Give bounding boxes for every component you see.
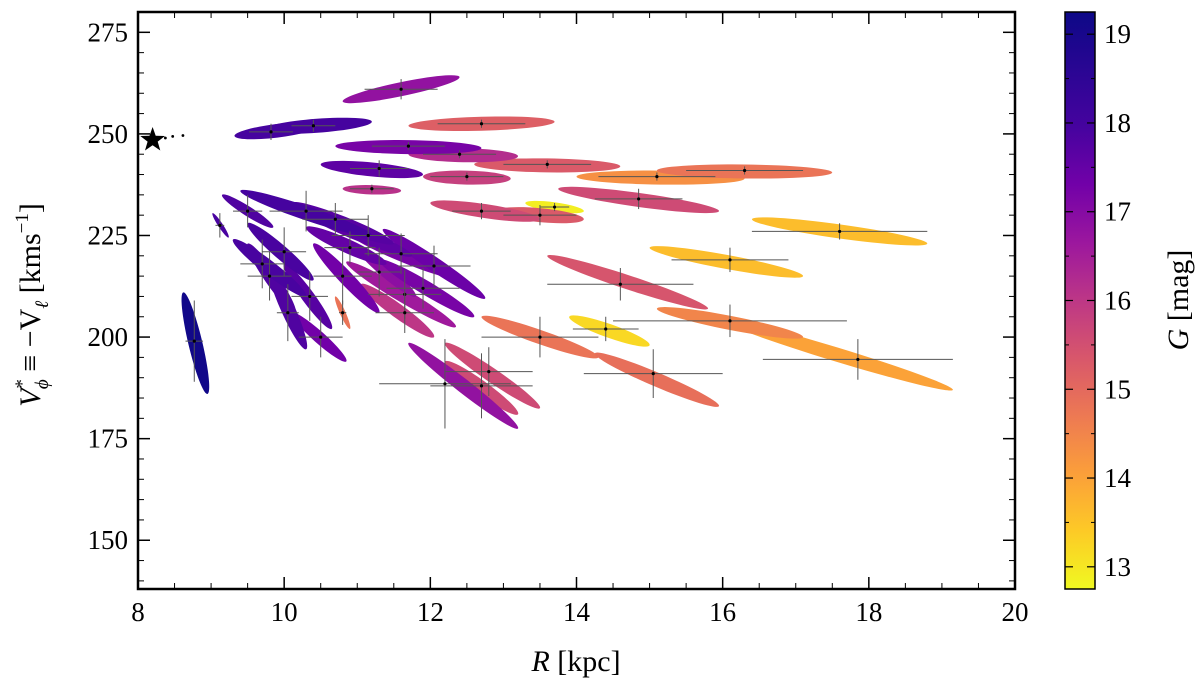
- x-tick-label: 12: [417, 597, 444, 627]
- sun-star-marker: [140, 127, 165, 151]
- star-point: [366, 233, 370, 238]
- colorbar-axis: 13 14 15 16 17 18 19: [1065, 19, 1132, 582]
- star-point: [267, 274, 272, 278]
- star-point: [403, 311, 407, 315]
- star-point: [552, 205, 557, 209]
- y-axis-label: V*ϕ ≡ −Vℓ [kms−1]: [12, 203, 53, 407]
- sun-trail-dot: [171, 134, 175, 138]
- star-point: [304, 209, 308, 213]
- error-ellipse: [360, 283, 435, 338]
- star-point: [282, 250, 286, 254]
- star-point: [311, 124, 315, 128]
- star-point: [399, 87, 403, 91]
- star-point: [479, 209, 484, 213]
- star-point: [377, 166, 381, 171]
- star-point: [443, 382, 447, 386]
- y-axis: 150 175 200 225 250 275: [88, 11, 1015, 582]
- star-point: [218, 223, 222, 227]
- x-axis-label: R [kpc]: [530, 645, 620, 678]
- x-tick-label: 8: [131, 597, 145, 627]
- star-point: [538, 335, 542, 339]
- colorbar-tick-label: 14: [1104, 463, 1132, 493]
- star-point: [406, 144, 411, 148]
- error-ellipse: [234, 122, 319, 140]
- colorbar-tick-label: 18: [1104, 108, 1131, 138]
- error-ellipse: [181, 292, 210, 394]
- error-ellipse: [569, 315, 650, 347]
- colorbar-tick-label: 16: [1104, 286, 1131, 316]
- star-point: [604, 327, 608, 331]
- star-point: [341, 311, 345, 315]
- error-ellipse: [444, 342, 541, 409]
- star-point: [192, 339, 196, 343]
- star-point: [308, 294, 312, 299]
- colorbar-tick-label: 19: [1104, 19, 1131, 49]
- star-point: [341, 274, 345, 278]
- x-axis: 8 10 12 14 16 18 20: [131, 12, 1029, 627]
- star-point: [545, 162, 549, 166]
- star-point: [286, 311, 290, 315]
- star-point: [479, 384, 484, 388]
- y-tick-label: 250: [88, 119, 129, 149]
- star-point: [246, 209, 250, 213]
- sun-position: [140, 127, 185, 151]
- star-point: [421, 286, 425, 290]
- star-point: [319, 335, 323, 339]
- x-tick-label: 14: [563, 597, 591, 627]
- star-point: [348, 246, 352, 250]
- x-tick-label: 18: [855, 597, 882, 627]
- star-point: [479, 122, 484, 126]
- colorbar-label: G [mag]: [1162, 250, 1195, 351]
- star-point: [856, 357, 860, 362]
- error-ellipse: [649, 246, 804, 278]
- x-tick-label: 20: [1002, 597, 1029, 627]
- star-point: [399, 252, 403, 256]
- y-tick-label: 225: [88, 220, 129, 250]
- error-ellipse: [320, 160, 424, 179]
- error-ellipse: [305, 226, 387, 266]
- y-tick-label: 200: [88, 322, 129, 352]
- star-point: [269, 130, 273, 134]
- star-point: [538, 213, 542, 217]
- star-point: [487, 370, 491, 374]
- star-point: [838, 229, 842, 234]
- y-tick-label: 275: [88, 17, 129, 47]
- error-ellipse: [594, 352, 720, 407]
- x-tick-label: 10: [271, 597, 298, 627]
- x-tick-label: 16: [709, 597, 736, 627]
- star-point: [333, 217, 337, 221]
- star-point: [637, 197, 641, 201]
- y-tick-label: 175: [88, 424, 129, 454]
- error-ellipse: [313, 243, 380, 314]
- error-bars: [185, 79, 953, 429]
- star-point: [742, 168, 747, 173]
- star-point: [651, 372, 655, 376]
- star-point: [728, 258, 732, 262]
- sun-trail-dot: [181, 134, 185, 137]
- error-ellipse: [547, 254, 709, 310]
- star-point: [457, 152, 462, 156]
- colorbar-tick-label: 13: [1104, 552, 1131, 582]
- star-point: [728, 319, 732, 323]
- star-point: [370, 187, 374, 191]
- star-point: [432, 264, 436, 268]
- colorbar-tick-label: 15: [1104, 374, 1131, 404]
- star-point: [465, 174, 469, 179]
- star-point: [618, 282, 622, 286]
- y-tick-label: 150: [88, 525, 129, 555]
- star-point: [655, 174, 659, 179]
- sun-trail-dot: [163, 136, 167, 140]
- star-point: [260, 262, 264, 266]
- star-point: [377, 270, 381, 274]
- colorbar-tick-label: 17: [1104, 197, 1131, 227]
